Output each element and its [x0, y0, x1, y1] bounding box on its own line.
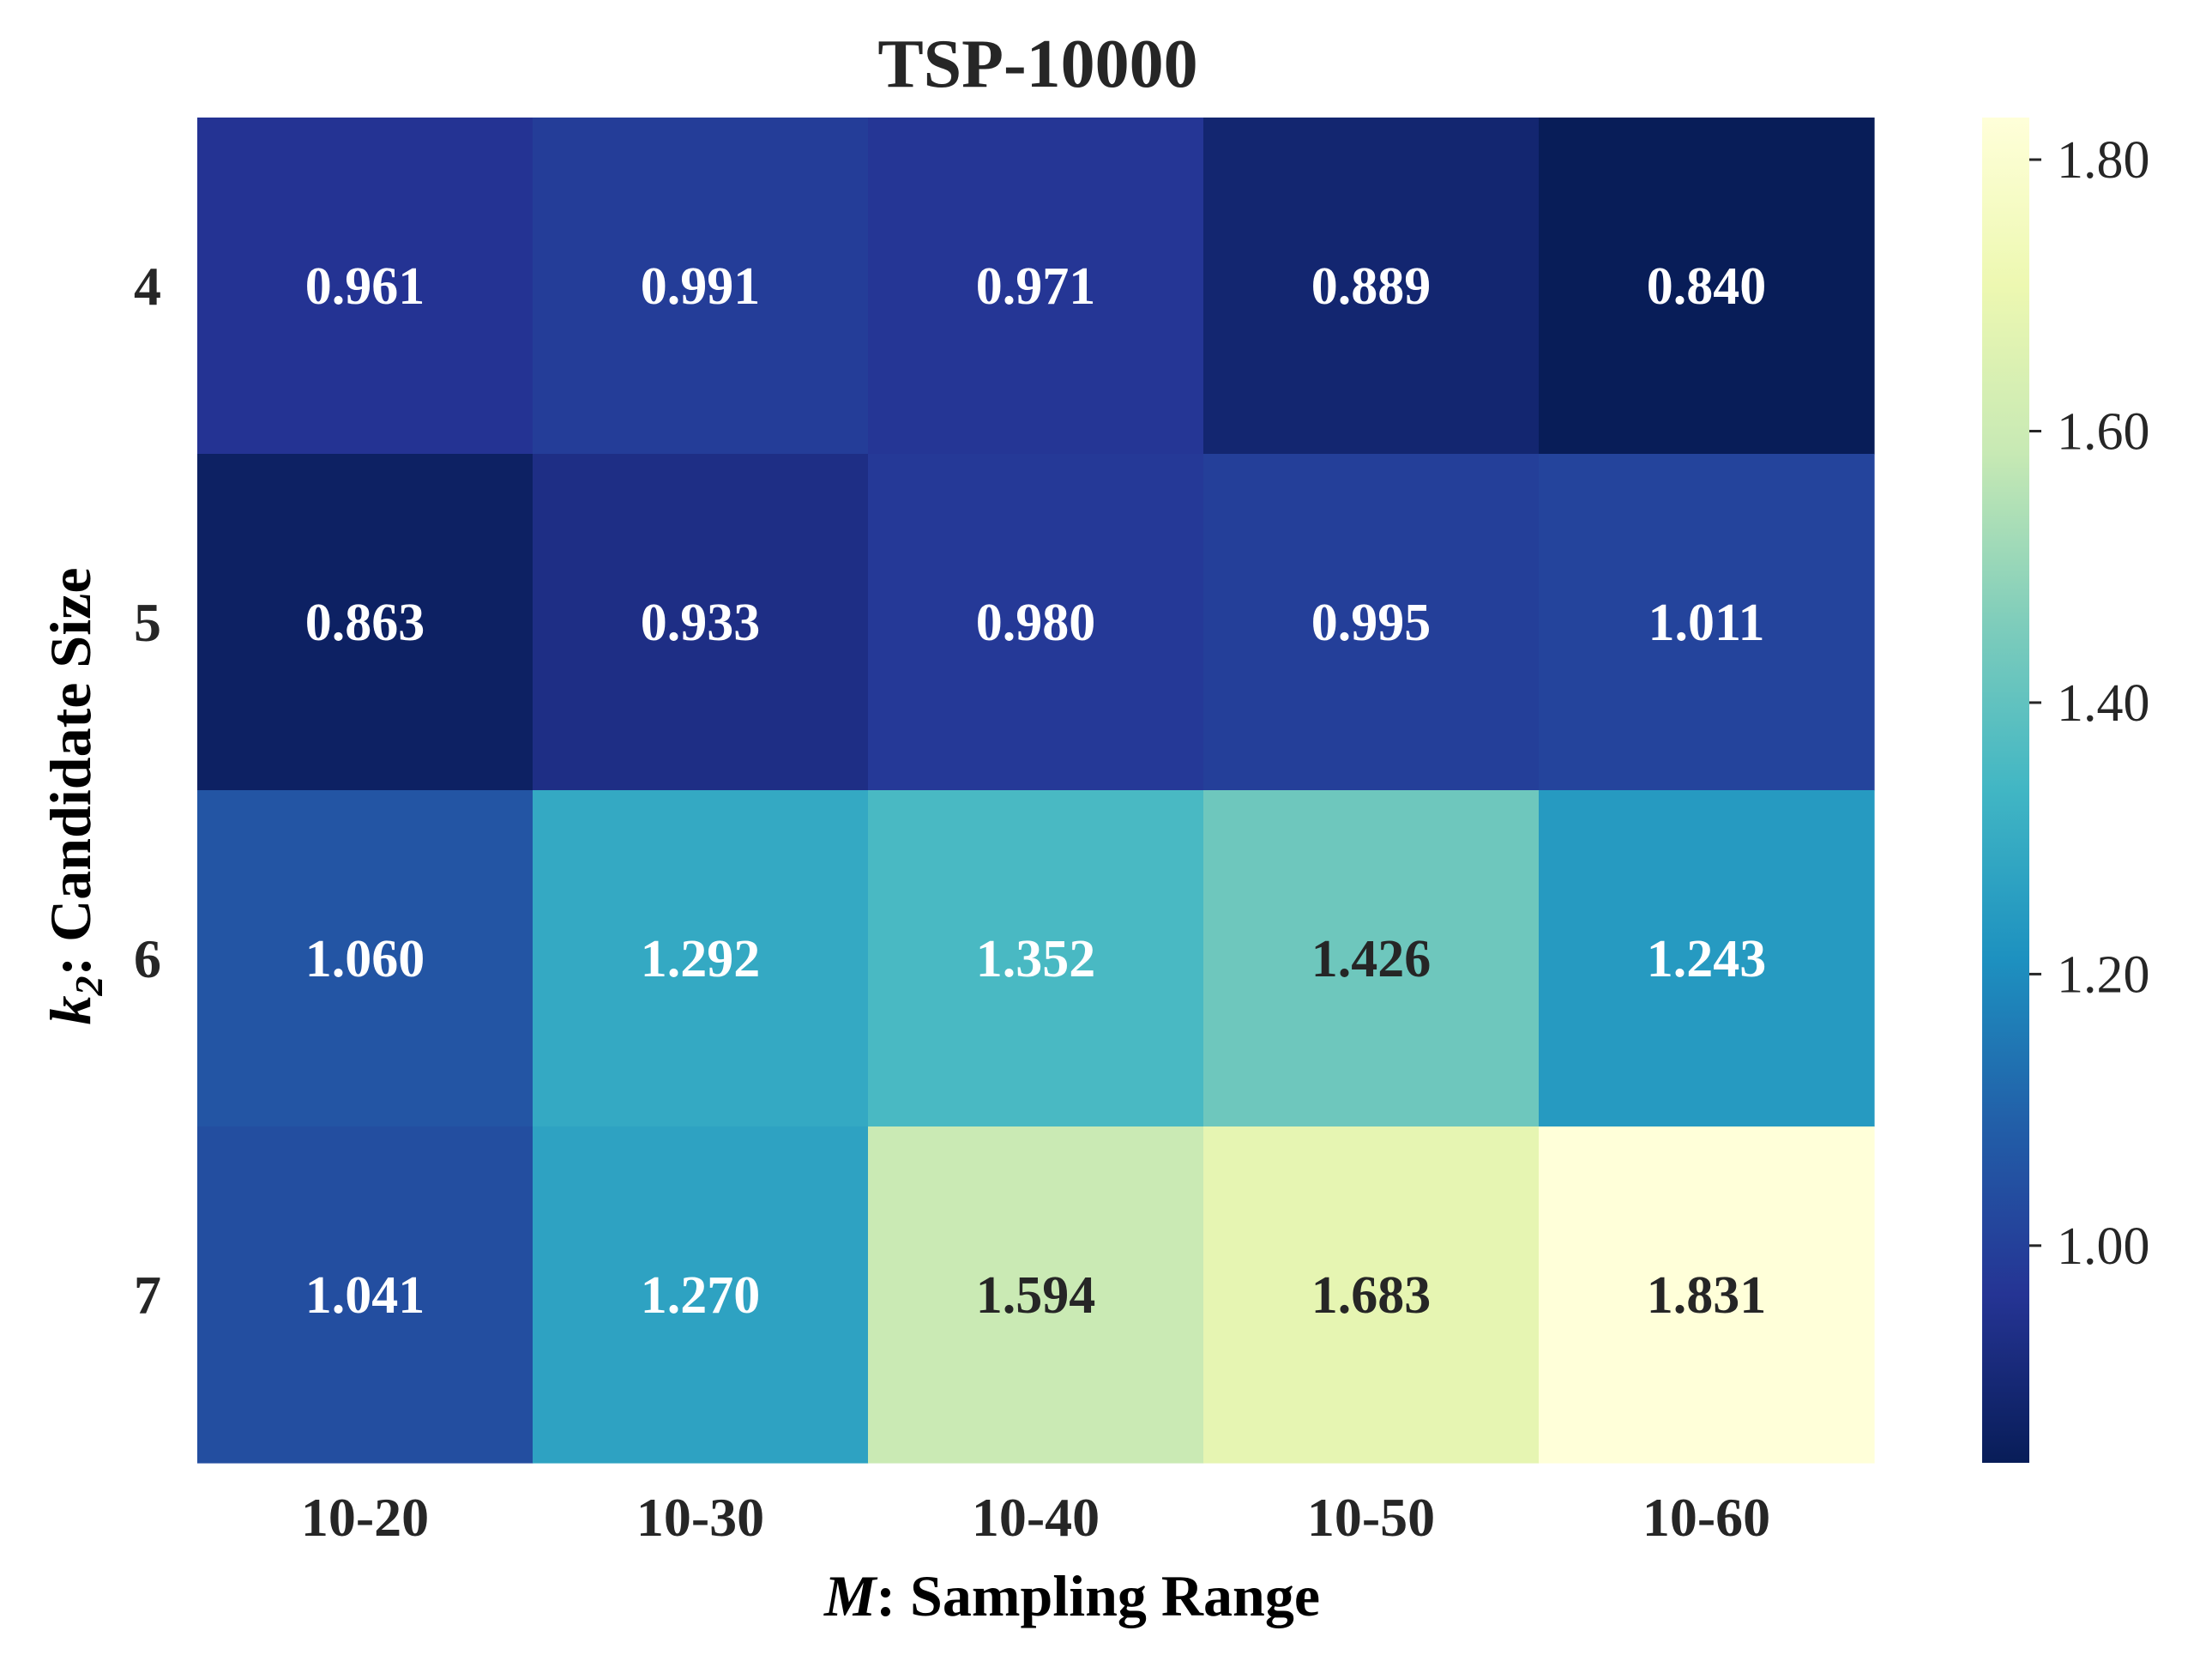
heatmap-cell [197, 1126, 533, 1464]
cell-value-label: 1.060 [305, 930, 425, 988]
heatmap-cell [1539, 790, 1875, 1127]
cell-value-label: 1.426 [1311, 930, 1431, 988]
colorbar-tick-label: 1.20 [2057, 945, 2150, 1004]
y-axis-label-subscript: 2 [67, 976, 111, 997]
x-tick-label: 10-30 [636, 1487, 764, 1548]
heatmap-cell [1203, 1126, 1540, 1464]
y-tick-label: 6 [134, 928, 161, 989]
heatmap-cell [533, 790, 869, 1127]
cell-value-label: 0.961 [305, 257, 425, 316]
y-tick-label: 7 [134, 1265, 161, 1326]
colorbar-tick-label: 1.80 [2057, 131, 2150, 190]
cell-value-label: 1.041 [305, 1266, 425, 1325]
heatmap-cell [868, 118, 1204, 455]
colorbar-ticks: 1.00 1.20 1.40 1.60 1.80 [2029, 131, 2150, 1276]
heatmap-cell [533, 118, 869, 455]
y-axis-label: k2: Candidate Size [38, 568, 111, 1025]
heatmap-cell [197, 454, 533, 791]
cell-value-label: 0.863 [305, 594, 425, 652]
cell-value-label: 1.011 [1648, 594, 1764, 652]
heatmap-cell [1203, 790, 1540, 1127]
heatmap-cell [868, 790, 1204, 1127]
heatmap-cell [533, 1126, 869, 1464]
heatmap-cells [197, 118, 1875, 1464]
cell-value-label: 1.352 [976, 930, 1096, 988]
colorbar-tick-label: 1.00 [2057, 1217, 2150, 1276]
cell-value-label: 1.292 [641, 930, 761, 988]
colorbar-tick-label: 1.60 [2057, 402, 2150, 461]
x-axis-label: M: Sampling Range [823, 1563, 1320, 1628]
heatmap-cell [868, 1126, 1204, 1464]
x-tick-label: 10-20 [301, 1487, 429, 1548]
y-tick-label: 5 [134, 592, 161, 653]
x-tick-label: 10-60 [1642, 1487, 1770, 1548]
heatmap-cell [1203, 454, 1540, 791]
cell-value-label: 1.831 [1647, 1266, 1767, 1325]
cell-value-label: 1.683 [1311, 1266, 1431, 1325]
cell-value-label: 1.270 [641, 1266, 761, 1325]
heatmap-cell [1539, 1126, 1875, 1464]
y-tick-label: 4 [134, 256, 161, 317]
x-axis-label-variable: M [823, 1563, 878, 1628]
x-tick-label: 10-50 [1307, 1487, 1435, 1548]
heatmap-cell [197, 790, 533, 1127]
y-axis-label-text: : Candidate Size [38, 568, 103, 976]
x-tick-label: 10-40 [972, 1487, 1100, 1548]
heatmap-cell [1539, 118, 1875, 455]
cell-value-label: 0.840 [1647, 257, 1767, 316]
heatmap-cell [868, 454, 1204, 791]
heatmap-cell [1203, 118, 1540, 455]
heatmap-cell [197, 118, 533, 455]
y-tick-labels: 4 5 6 7 [134, 256, 161, 1326]
colorbar [1982, 118, 2029, 1463]
cell-value-label: 0.995 [1311, 594, 1431, 652]
chart-title: TSP-10000 [877, 27, 1197, 102]
x-tick-labels: 10-20 10-30 10-40 10-50 10-60 [301, 1487, 1770, 1548]
cell-value-label: 0.889 [1311, 257, 1431, 316]
heatmap-cell [533, 454, 869, 791]
cell-value-label: 0.991 [641, 257, 761, 316]
cell-value-label: 0.971 [976, 257, 1096, 316]
cell-value-label: 1.243 [1647, 930, 1767, 988]
cell-value-label: 0.933 [641, 594, 761, 652]
cell-value-label: 0.980 [976, 594, 1096, 652]
y-axis-label-variable: k [38, 996, 103, 1025]
heatmap-cell-labels: 0.961 0.991 0.971 0.889 0.840 0.863 0.933 0.980… [305, 257, 1767, 1325]
x-axis-label-text: : Sampling Range [876, 1563, 1320, 1628]
colorbar-tick-label: 1.40 [2057, 674, 2150, 733]
heatmap-cell [1539, 454, 1875, 791]
cell-value-label: 1.594 [976, 1266, 1096, 1325]
